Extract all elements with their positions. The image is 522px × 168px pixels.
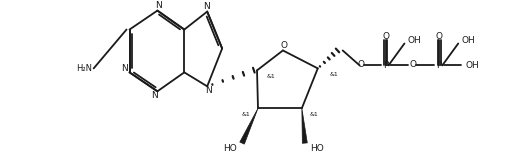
Text: H₂N: H₂N	[76, 64, 92, 73]
Text: HO: HO	[223, 144, 237, 153]
Text: OH: OH	[465, 61, 479, 70]
Polygon shape	[240, 108, 258, 144]
Text: O: O	[280, 41, 288, 50]
Text: &1: &1	[330, 72, 338, 77]
Text: N: N	[121, 64, 128, 73]
Text: N: N	[203, 2, 210, 11]
Text: N: N	[155, 1, 162, 10]
Text: N: N	[205, 86, 211, 95]
Text: P: P	[383, 61, 388, 70]
Text: O: O	[436, 32, 443, 41]
Text: O: O	[410, 60, 417, 69]
Text: &1: &1	[310, 112, 318, 117]
Text: OH: OH	[461, 36, 475, 45]
Text: P: P	[436, 61, 442, 70]
Text: OH: OH	[408, 36, 421, 45]
Text: O: O	[357, 60, 364, 69]
Text: O: O	[382, 32, 389, 41]
Text: HO: HO	[310, 144, 324, 153]
Text: &1: &1	[241, 112, 250, 117]
Text: &1: &1	[267, 74, 276, 79]
Text: N: N	[151, 91, 158, 100]
Polygon shape	[302, 108, 307, 143]
